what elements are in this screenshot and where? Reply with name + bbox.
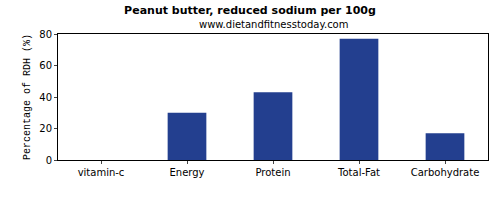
svg-text:Protein: Protein <box>255 167 290 178</box>
svg-text:60: 60 <box>39 60 52 71</box>
svg-text:Energy: Energy <box>169 167 204 178</box>
svg-text:Total-Fat: Total-Fat <box>337 167 380 178</box>
svg-text:40: 40 <box>39 92 52 103</box>
svg-text:Percentage of RDH (%): Percentage of RDH (%) <box>22 34 33 160</box>
svg-text:80: 80 <box>39 29 52 40</box>
svg-text:20: 20 <box>39 123 52 134</box>
svg-text:vitamin-c: vitamin-c <box>78 167 125 178</box>
svg-text:Carbohydrate: Carbohydrate <box>411 167 480 178</box>
svg-text:Peanut butter, reduced sodium: Peanut butter, reduced sodium per 100g <box>124 4 376 17</box>
svg-text:www.dietandfitnesstoday.com: www.dietandfitnesstoday.com <box>199 19 348 30</box>
svg-text:0: 0 <box>46 155 52 166</box>
